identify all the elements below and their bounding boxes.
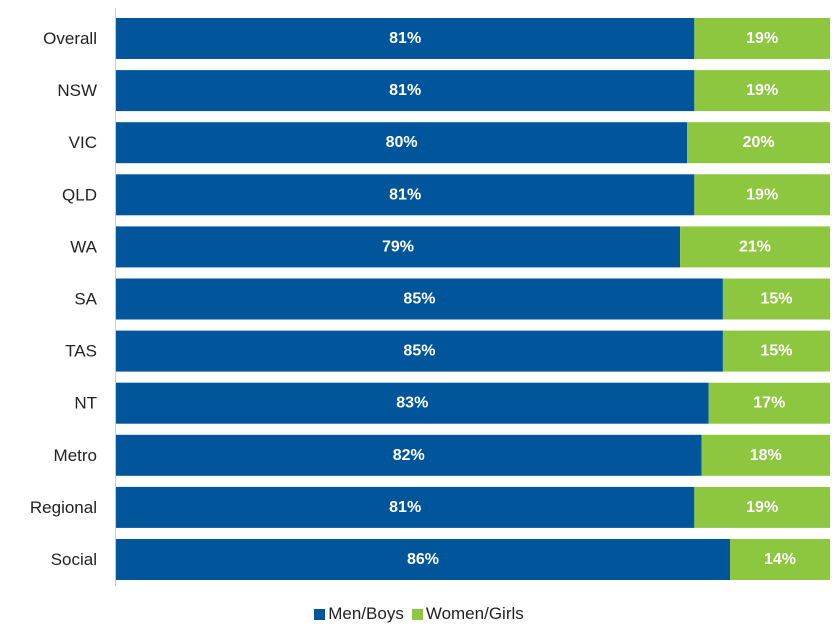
bar-women-girls xyxy=(722,330,830,372)
bar-men-boys xyxy=(116,382,709,424)
data-label-women-girls: 19% xyxy=(746,30,778,47)
category-label: TAS xyxy=(65,342,97,361)
bar-men-boys xyxy=(116,174,695,216)
bars-group: 81% 19% 81% 19% 80% 20% 81% 19% 79% 21% 85% 15% 85% 1… xyxy=(116,18,830,580)
bar-men-boys xyxy=(116,18,695,59)
data-label-women-girls: 19% xyxy=(746,499,778,516)
data-label-women-girls: 19% xyxy=(746,186,778,203)
data-label-men-boys: 85% xyxy=(403,291,435,308)
bar-men-boys xyxy=(116,539,731,580)
category-label: VIC xyxy=(69,133,97,152)
legend-swatch xyxy=(411,608,423,620)
category-label: NT xyxy=(74,394,97,413)
data-label-men-boys: 81% xyxy=(389,186,421,203)
data-label-women-girls: 15% xyxy=(760,291,792,308)
data-label-women-girls: 19% xyxy=(746,82,778,99)
bar-women-girls xyxy=(687,122,830,164)
data-label-men-boys: 83% xyxy=(396,395,428,412)
bar-women-girls xyxy=(680,226,830,268)
data-label-women-girls: 14% xyxy=(764,551,796,568)
data-label-men-boys: 82% xyxy=(393,447,425,464)
data-label-men-boys: 81% xyxy=(389,499,421,516)
data-label-men-boys: 85% xyxy=(403,343,435,360)
data-label-men-boys: 86% xyxy=(407,551,439,568)
bar-men-boys xyxy=(116,486,695,528)
bar-women-girls xyxy=(694,18,830,59)
data-label-men-boys: 81% xyxy=(389,30,421,47)
bar-women-girls xyxy=(722,278,830,320)
data-label-women-girls: 15% xyxy=(760,343,792,360)
data-label-women-girls: 18% xyxy=(750,447,782,464)
bar-women-girls xyxy=(708,382,830,424)
category-label: Social xyxy=(51,550,97,569)
category-label: Overall xyxy=(43,29,97,48)
legend: Men/Boys Women/Girls xyxy=(0,604,838,625)
stacked-bar-chart: 81% 19% 81% 19% 80% 20% 81% 19% 79% 21% 85% 15% 85% 1… xyxy=(30,8,830,586)
data-label-men-boys: 79% xyxy=(382,238,414,255)
data-label-men-boys: 81% xyxy=(389,82,421,99)
category-label: Metro xyxy=(54,446,97,465)
data-label-women-girls: 17% xyxy=(753,395,785,412)
bar-men-boys xyxy=(116,70,695,112)
bar-women-girls xyxy=(694,486,830,528)
legend-item-men-boys: Men/Boys xyxy=(314,604,404,624)
legend-label: Men/Boys xyxy=(328,604,404,623)
category-label: SA xyxy=(74,290,97,309)
data-label-women-girls: 20% xyxy=(743,134,775,151)
category-label: NSW xyxy=(57,81,97,100)
category-label: QLD xyxy=(62,185,97,204)
legend-item-women-girls: Women/Girls xyxy=(411,604,524,624)
bar-women-girls xyxy=(694,174,830,216)
bar-men-boys xyxy=(116,226,681,268)
bar-women-girls xyxy=(694,70,830,112)
legend-label: Women/Girls xyxy=(425,604,524,623)
bar-women-girls xyxy=(701,434,830,476)
bar-women-girls xyxy=(730,539,830,580)
legend-swatch xyxy=(314,608,326,620)
bar-men-boys xyxy=(116,122,688,164)
category-labels-group: Overall NSW VIC QLD WA SA TAS NT Metro Regional So… xyxy=(30,29,98,569)
data-label-men-boys: 80% xyxy=(386,134,418,151)
category-label: Regional xyxy=(30,498,97,517)
bar-men-boys xyxy=(116,434,702,476)
category-label: WA xyxy=(70,237,97,256)
bar-men-boys xyxy=(116,278,723,320)
data-label-women-girls: 21% xyxy=(739,238,771,255)
bar-men-boys xyxy=(116,330,723,372)
